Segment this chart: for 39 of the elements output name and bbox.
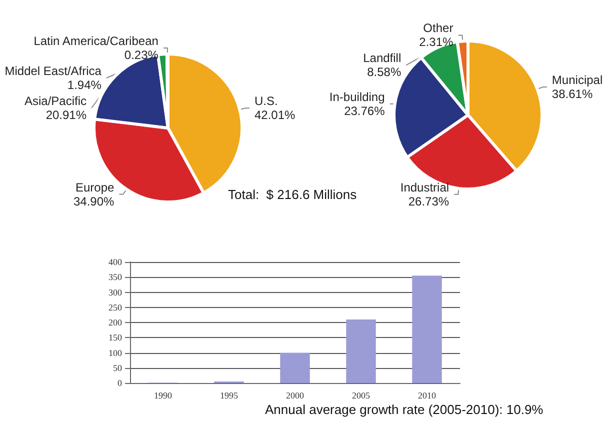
text: Annual average growth rate (2005-2010): 10.9% [265, 402, 544, 417]
slice-label: Other [423, 21, 454, 36]
data-label: 1.94% [67, 78, 102, 92]
slice-label: Municipal [552, 72, 603, 87]
y-tick-label: 0 [118, 378, 122, 388]
data-label: 20.91% [46, 108, 87, 122]
slice-label: Industrial [400, 180, 450, 194]
x-tick-label: 2010 [418, 390, 436, 400]
slice-label: Europe [75, 180, 114, 194]
x-tick-label: 1990 [154, 390, 172, 400]
slice-label: Latin America/Caribean [34, 34, 158, 48]
text: Total: $ 216.6 Millions [228, 187, 358, 202]
slice-label: Middel East/Africa [4, 64, 102, 78]
data-label: 2.31% [419, 35, 454, 50]
bar [346, 319, 376, 383]
y-tick-label: 250 [108, 302, 122, 312]
slice-label: Asia/Pacific [24, 94, 87, 108]
data-label: 0.23% [124, 48, 159, 62]
y-tick-label: 50 [113, 362, 122, 373]
data-label: 8.58% [367, 65, 402, 80]
x-tick-label: 1995 [220, 390, 238, 400]
data-label: 23.76% [344, 104, 386, 118]
y-tick-label: 350 [108, 272, 122, 282]
data-label: 26.73% [408, 194, 450, 208]
slice-label: In-building [329, 90, 385, 104]
x-tick-label: 2005 [352, 390, 370, 400]
x-tick-label: 2000 [286, 390, 304, 400]
data-label: 42.01% [254, 108, 296, 122]
slice-label: U.S. [254, 94, 278, 108]
y-tick-label: 100 [108, 348, 122, 358]
data-label: 38.61% [552, 86, 593, 101]
bar [412, 276, 442, 383]
slice-label: Landfill [363, 51, 402, 66]
bar [280, 352, 310, 383]
y-tick-label: 300 [108, 287, 122, 298]
data-label: 34.90% [73, 194, 114, 208]
y-tick-label: 200 [108, 318, 122, 328]
y-tick-label: 400 [108, 257, 122, 267]
y-tick-label: 150 [108, 332, 122, 343]
